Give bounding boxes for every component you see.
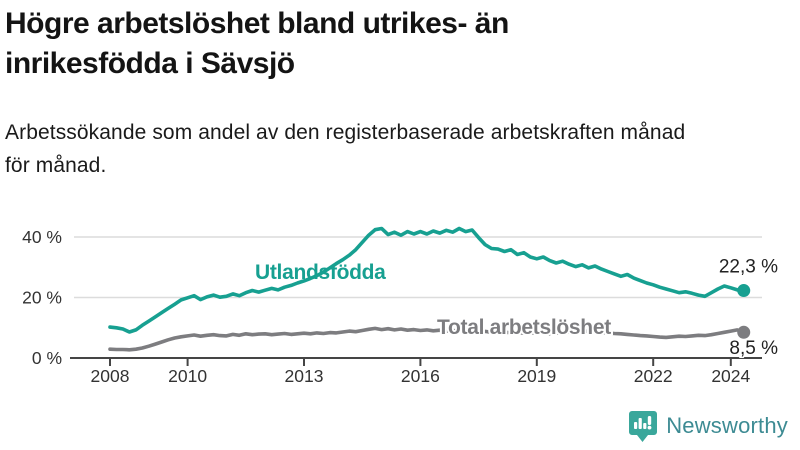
logo-bars-glyph — [634, 415, 652, 429]
x-axis-label-2010: 2010 — [168, 366, 207, 386]
y-axis-label-40: 40 % — [22, 227, 62, 247]
x-axis-label-2013: 2013 — [285, 366, 324, 386]
x-axis-label-2024: 2024 — [711, 366, 750, 386]
series-line-utlandsfodda — [108, 226, 746, 334]
page-title: Högre arbetslöshet bland utrikes- än inr… — [5, 4, 785, 84]
title-line-2: inrikesfödda i Sävsjö — [5, 47, 295, 80]
end-point-total — [737, 325, 751, 339]
brand-name: Newsworthy — [666, 413, 788, 438]
subtitle-line-1: Arbetssökande som andel av den registerb… — [5, 121, 686, 144]
subtitle-line-2: för månad. — [5, 154, 107, 177]
series-label-utlandsfodda: Utlandsfödda — [255, 261, 386, 284]
title-line-1: Högre arbetslöshet bland utrikes- än — [5, 7, 509, 40]
y-axis-label-0: 0 % — [32, 348, 62, 368]
y-axis-label-20: 20 % — [22, 288, 62, 308]
x-axis-label-2019: 2019 — [517, 366, 556, 386]
chart-subtitle: Arbetssökande som andel av den registerb… — [5, 116, 775, 182]
end-value-label-utlandsfodda: 22,3 % — [719, 257, 778, 278]
x-axis-label-2008: 2008 — [91, 366, 130, 386]
line-chart-svg: 0 % 20 % 40 % 2008 2010 2013 2016 2019 2022 2024 U… — [22, 226, 780, 386]
newsworthy-logo-icon — [629, 410, 658, 442]
end-value-label-total: 8,5 % — [729, 338, 778, 359]
brand-footer: Newsworthy — [628, 406, 788, 446]
series-line-total — [108, 326, 746, 352]
series-label-total: Total arbetslöshet — [437, 316, 611, 339]
line-chart: 0 % 20 % 40 % 2008 2010 2013 2016 2019 2022 2024 U… — [0, 195, 800, 400]
chart-header: Högre arbetslöshet bland utrikes- än inr… — [5, 4, 785, 84]
x-axis-label-2022: 2022 — [634, 366, 673, 386]
end-point-utlandsfodda — [737, 284, 751, 298]
x-axis-label-2016: 2016 — [401, 366, 440, 386]
